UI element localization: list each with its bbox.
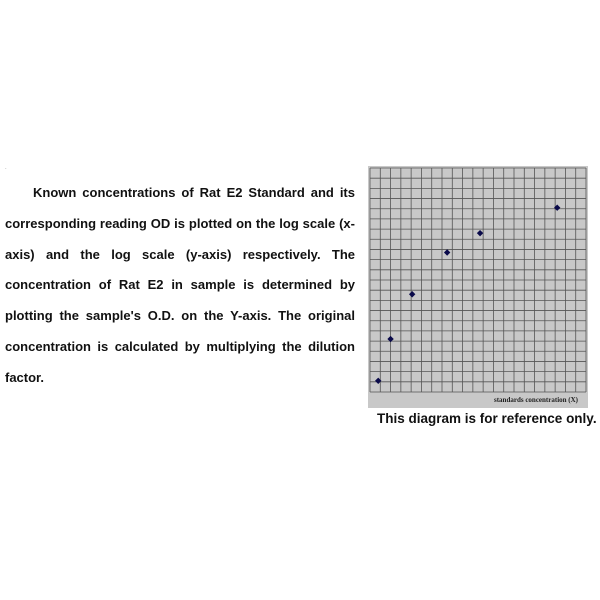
x-axis-label: standards concentration (X) (494, 396, 579, 404)
figure-caption: This diagram is for reference only. (377, 411, 597, 426)
description-paragraph: Known concentrations of Rat E2 Standard … (5, 178, 355, 394)
chart-points (375, 204, 561, 384)
data-point (387, 335, 394, 343)
data-point (375, 377, 382, 384)
stray-mark: . (5, 165, 7, 171)
data-point (443, 249, 451, 256)
paragraph-text: Known concentrations of Rat E2 Standard … (5, 185, 355, 385)
data-point (408, 291, 416, 298)
standard-curve-chart: standards concentration (X) (368, 166, 588, 408)
data-point (476, 229, 484, 237)
chart-background (368, 166, 588, 408)
chart-grid (369, 167, 587, 393)
